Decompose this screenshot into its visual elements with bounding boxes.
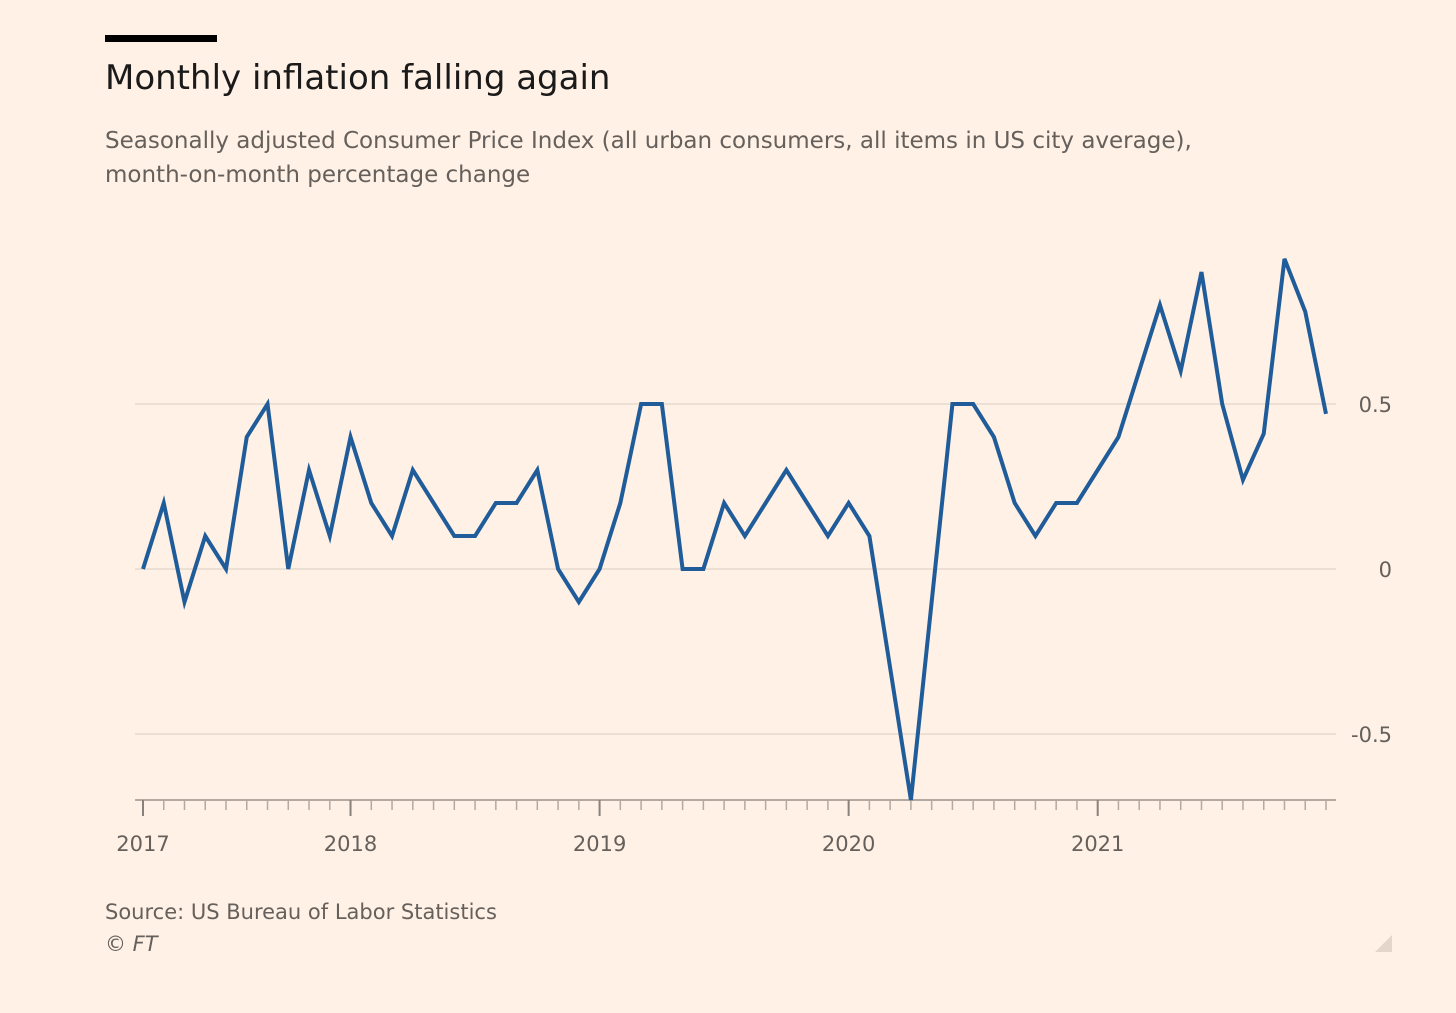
title-rule xyxy=(105,35,217,42)
resize-handle xyxy=(1375,935,1392,952)
x-tick-label: 2017 xyxy=(116,832,169,856)
chart-subtitle: Seasonally adjusted Consumer Price Index… xyxy=(105,128,1192,188)
source: Source: US Bureau of Labor Statistics xyxy=(105,900,497,924)
y-tick-label: 0 xyxy=(1379,558,1392,582)
x-tick-label: 2020 xyxy=(822,832,875,856)
x-tick-label: 2018 xyxy=(324,832,377,856)
chart-title: Monthly inflation falling again xyxy=(105,58,611,98)
series-line xyxy=(141,258,1328,801)
y-tick-label: 0.5 xyxy=(1359,393,1392,417)
x-tick-label: 2019 xyxy=(573,832,626,856)
y-tick-label: -0.5 xyxy=(1351,723,1392,747)
x-tick-label: 2021 xyxy=(1071,832,1124,856)
credit: © FT xyxy=(105,932,158,956)
